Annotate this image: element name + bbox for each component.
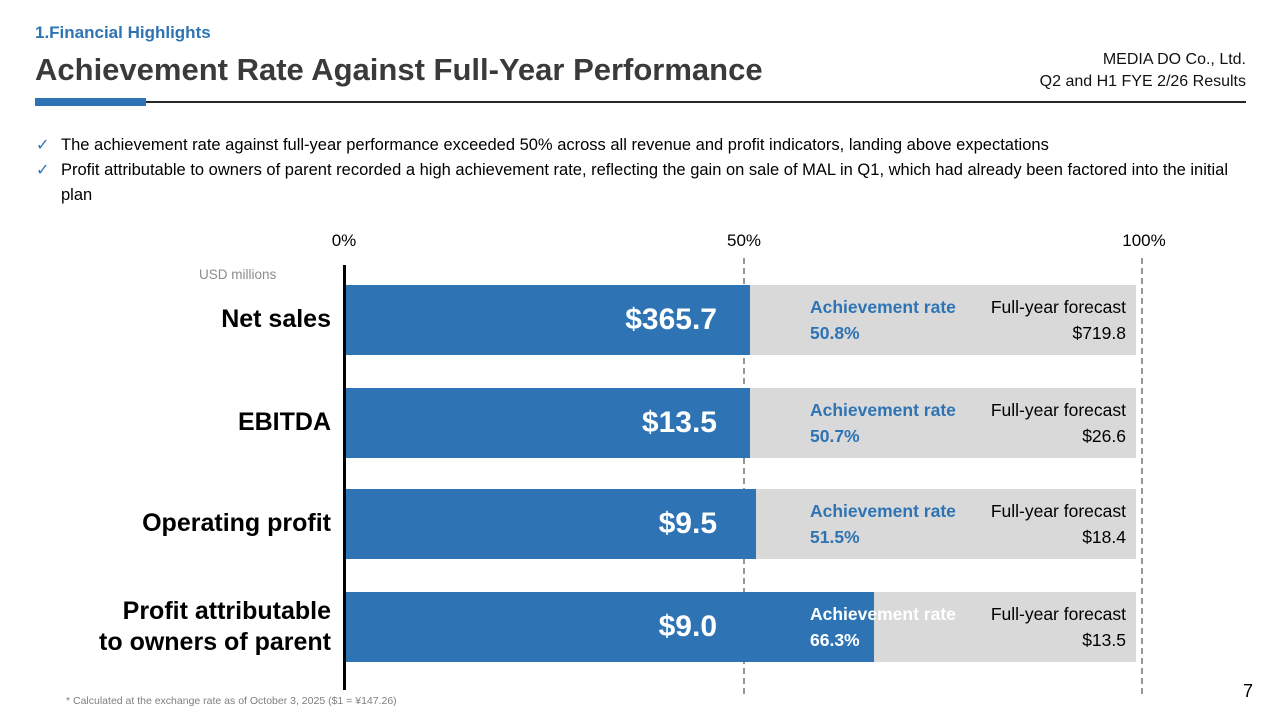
achievement-rate-value: 66.3% bbox=[810, 630, 860, 650]
rate-forecast-panel: Achievement rate 66.3% Full-year forecas… bbox=[810, 592, 1126, 662]
achievement-rate-label: Achievement rate bbox=[810, 604, 956, 624]
chart-row-operating-profit: $9.5 Achievement rate 51.5% Full-year fo… bbox=[344, 489, 1144, 559]
achieved-bar bbox=[344, 489, 756, 559]
chart-row-ebitda: $13.5 Achievement rate 50.7% Full-year f… bbox=[344, 388, 1144, 458]
forecast-label: Full-year forecast bbox=[990, 501, 1126, 521]
bar-value-label: $9.5 bbox=[658, 507, 717, 540]
section-label: 1.Financial Highlights bbox=[35, 23, 211, 42]
bullet-text: Profit attributable to owners of parent … bbox=[61, 161, 1228, 204]
exchange-rate-footnote: * Calculated at the exchange rate as of … bbox=[66, 695, 397, 707]
rate-forecast-panel: Achievement rate 51.5% Full-year forecas… bbox=[810, 489, 1126, 559]
gridline-100pct bbox=[1141, 258, 1143, 694]
forecast-value: $18.4 bbox=[1082, 527, 1126, 547]
header-meta: MEDIA DO Co., Ltd. Q2 and H1 FYE 2/26 Re… bbox=[1040, 49, 1246, 94]
y-axis-line bbox=[343, 265, 346, 690]
bar-value-label: $9.0 bbox=[658, 610, 717, 643]
category-label-ebitda: EBITDA bbox=[237, 408, 331, 437]
unit-label: USD millions bbox=[199, 267, 277, 282]
checkmark-icon: ✓ bbox=[36, 137, 50, 154]
achievement-rate-label: Achievement rate bbox=[810, 400, 956, 420]
bullet-text: The achievement rate against full-year p… bbox=[61, 136, 1049, 154]
bar-value-label: $13.5 bbox=[641, 406, 717, 439]
chart-row-profit-attributable: $9.0 Achievement rate 66.3% Full-year fo… bbox=[344, 592, 1144, 662]
axis-tick-50pct: 50% bbox=[726, 231, 762, 250]
bar-value-label: $365.7 bbox=[625, 303, 717, 336]
checkmark-icon: ✓ bbox=[36, 162, 50, 179]
achievement-rate-block: Achievement rate 66.3% bbox=[810, 601, 956, 653]
bullet-item: ✓ The achievement rate against full-year… bbox=[36, 133, 1252, 158]
page-title: Achievement Rate Against Full-Year Perfo… bbox=[35, 52, 763, 87]
axis-tick-100pct: 100% bbox=[1122, 231, 1166, 250]
achievement-rate-block: Achievement rate 50.8% bbox=[810, 294, 956, 346]
rate-forecast-panel: Achievement rate 50.7% Full-year forecas… bbox=[810, 388, 1126, 458]
gridline-50pct bbox=[743, 258, 745, 694]
achieved-bar bbox=[344, 388, 750, 458]
achievement-rate-label: Achievement rate bbox=[810, 297, 956, 317]
forecast-label: Full-year forecast bbox=[990, 400, 1126, 420]
achievement-rate-block: Achievement rate 50.7% bbox=[810, 397, 956, 449]
category-label-profit-attributable: Profit attributable to owners of parent bbox=[99, 596, 331, 656]
forecast-block: Full-year forecast $18.4 bbox=[991, 498, 1126, 550]
forecast-value: $26.6 bbox=[1082, 426, 1126, 446]
forecast-label: Full-year forecast bbox=[990, 297, 1126, 317]
category-label-operating-profit: Operating profit bbox=[142, 509, 331, 538]
forecast-value: $719.8 bbox=[1072, 323, 1126, 343]
achievement-rate-block: Achievement rate 51.5% bbox=[810, 498, 956, 550]
report-period: Q2 and H1 FYE 2/26 Results bbox=[1039, 73, 1246, 91]
axis-tick-0pct: 0% bbox=[331, 231, 357, 250]
title-divider bbox=[35, 98, 1246, 106]
achievement-rate-value: 50.8% bbox=[810, 323, 860, 343]
achievement-rate-label: Achievement rate bbox=[810, 501, 956, 521]
forecast-value: $13.5 bbox=[1082, 630, 1126, 650]
forecast-block: Full-year forecast $26.6 bbox=[991, 397, 1126, 449]
divider-accent bbox=[35, 98, 146, 106]
achievement-rate-value: 51.5% bbox=[810, 527, 860, 547]
forecast-label: Full-year forecast bbox=[990, 604, 1126, 624]
forecast-block: Full-year forecast $719.8 bbox=[991, 294, 1126, 346]
page-number: 7 bbox=[1242, 681, 1253, 701]
company-name: MEDIA DO Co., Ltd. bbox=[1102, 51, 1246, 68]
plot-area: $365.7 Achievement rate 50.8% Full-year … bbox=[343, 258, 1144, 694]
category-label-net-sales: Net sales bbox=[221, 305, 331, 334]
key-points: ✓ The achievement rate against full-year… bbox=[36, 133, 1252, 208]
achievement-rate-value: 50.7% bbox=[810, 426, 860, 446]
divider-line bbox=[146, 101, 1246, 103]
achieved-bar bbox=[344, 285, 751, 355]
achieved-bar bbox=[344, 592, 875, 662]
chart-row-net-sales: $365.7 Achievement rate 50.8% Full-year … bbox=[344, 285, 1144, 355]
rate-forecast-panel: Achievement rate 50.8% Full-year forecas… bbox=[810, 285, 1126, 355]
forecast-block: Full-year forecast $13.5 bbox=[991, 601, 1126, 653]
bullet-item: ✓ Profit attributable to owners of paren… bbox=[36, 158, 1252, 208]
